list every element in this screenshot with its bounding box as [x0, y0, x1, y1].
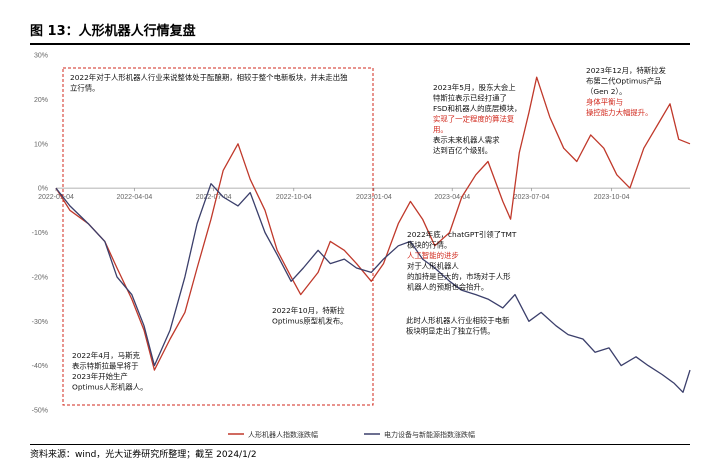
y-tick-label: 10%	[34, 141, 48, 148]
y-tick-label: -10%	[32, 230, 48, 237]
annotation-text: 2023年开始生产	[72, 372, 128, 381]
annotation-text: （Gen 2）。	[586, 87, 626, 96]
legend: 人形机器人指数涨跌幅 电力设备与新能源指数涨跌幅	[228, 430, 475, 439]
x-tick-label: 2023-01-04	[356, 194, 392, 201]
highlight-box-2022	[62, 67, 374, 406]
y-tick-label: 20%	[34, 97, 48, 104]
y-tick-label: 0%	[38, 186, 48, 193]
legend-label: 人形机器人指数涨跌幅	[248, 430, 318, 439]
annotation-text: 立行情。	[70, 84, 100, 93]
annotation-layer: 2022年对于人形机器人行业来说整体处于酝酿期，相较于整个电新板块，并未走出独立…	[70, 66, 667, 392]
x-tick-label: 2022-07-04	[196, 194, 232, 201]
annotation-text: FSD和机器人的底层模块，	[433, 104, 521, 113]
figure-title: 图 13：人形机器人行情复盘	[30, 24, 196, 39]
annotation-text: 的加持是巨大的，市场对于人形	[407, 272, 511, 281]
title-rule	[30, 43, 690, 45]
annotation-text: 达到百亿个级别。	[433, 146, 492, 155]
annotation-text: 表示特斯拉最早将于	[72, 362, 139, 371]
y-tick-label: 30%	[34, 53, 48, 60]
y-tick-label: -30%	[32, 319, 48, 326]
series-layer	[55, 76, 691, 393]
annotation-text: 板块明显走出了独立行情。	[406, 327, 495, 336]
annotation-text: 操控能力大幅提升。	[586, 108, 653, 117]
y-axis: 30% 20% 10% 0% -10% -20% -30% -40% -50%	[32, 53, 48, 415]
annotation-text: 2022年10月，特斯拉	[272, 306, 345, 315]
y-tick-label: -20%	[32, 274, 48, 281]
annotation-text: 特斯拉表示已经打通了	[433, 94, 507, 103]
x-tick-label: 2022-01-04	[38, 194, 74, 201]
annotation-text: 2023年5月，股东大会上	[433, 83, 516, 92]
x-tick-label: 2023-04-04	[434, 194, 470, 201]
annotation-text: 2022年对于人形机器人行业来说整体处于酝酿期，相较于整个电新板块，并未走出独	[70, 73, 348, 82]
annotation-text: Optimus人形机器人。	[72, 383, 148, 392]
annotation-text: 2022年4月，马斯克	[72, 351, 140, 360]
series-line	[55, 76, 691, 371]
annotation-text: 布第二代Optimus产品	[586, 77, 662, 86]
source-note: 资料来源：wind，光大证券研究所整理；截至 2024/1/2	[30, 450, 257, 460]
annotation-text: 板块的行情。	[407, 241, 451, 250]
x-tick-label: 2022-04-04	[116, 194, 152, 201]
x-tick-label: 2022-10-04	[276, 194, 312, 201]
y-tick-label: -50%	[32, 408, 48, 415]
annotation-text: 身体平衡与	[586, 98, 623, 107]
annotation-text: 实现了一定程度的算法复	[433, 115, 515, 124]
annotation-text: 用。	[433, 125, 448, 134]
series-line	[55, 183, 691, 393]
legend-label: 电力设备与新能源指数涨跌幅	[384, 430, 475, 439]
annotation-text: 2023年12月，特斯拉发	[586, 66, 667, 75]
annotation-text: 2022年底，chatGPT引领了TMT	[407, 230, 517, 239]
x-tick-label: 2023-10-04	[594, 194, 630, 201]
annotation-text: 此时人形机器人行业相较于电新	[406, 316, 510, 325]
footer-rule	[30, 444, 690, 445]
annotation-text: Optimus原型机发布。	[272, 317, 348, 326]
x-tick-label: 2023-07-04	[514, 194, 550, 201]
annotation-text: 机器人的预期也会抬升。	[407, 283, 488, 292]
x-axis: 2022-01-04 2022-04-04 2022-07-04 2022-10-04…	[38, 188, 630, 201]
y-tick-label: -40%	[32, 363, 48, 370]
annotation-text: 表示未来机器人需求	[433, 136, 500, 145]
annotation-text: 对于人形机器人	[407, 262, 459, 271]
annotation-text: 人工智能的进步	[407, 251, 459, 260]
